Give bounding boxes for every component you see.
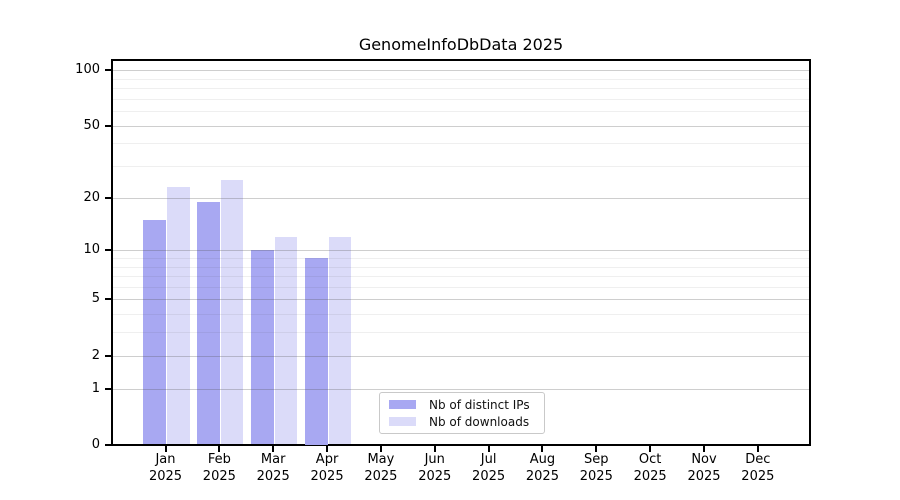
legend-swatch-distinct-ips <box>389 399 416 410</box>
gridline-minor-7 <box>113 276 809 278</box>
legend-label-distinct-ips: Nb of distinct IPs <box>429 397 530 412</box>
plot-area <box>111 59 811 446</box>
y-tick-label-50: 50 <box>83 117 100 133</box>
gridline-minor-60 <box>113 111 809 113</box>
gridline-minor-80 <box>113 88 809 90</box>
gridline-minor-9 <box>113 258 809 259</box>
gridline-major-50 <box>113 125 809 127</box>
x-tick-label-nov: Nov 2025 <box>687 452 721 484</box>
gridline-minor-3 <box>113 332 809 334</box>
y-tick-10 <box>105 249 112 252</box>
legend-item-distinct-ips: Nb of distinct IPs <box>389 396 535 413</box>
bar-downloads-apr <box>328 236 352 445</box>
y-tick-20 <box>105 196 112 199</box>
y-tick-1 <box>105 387 112 390</box>
x-tick-oct <box>649 446 652 452</box>
x-tick-label-mar: Mar 2025 <box>256 452 290 484</box>
gridline-major-1 <box>113 388 809 390</box>
y-tick-100 <box>105 69 112 72</box>
bar-distinct-ips-mar <box>250 250 274 445</box>
legend-item-downloads: Nb of downloads <box>389 413 535 430</box>
x-tick-nov <box>703 446 705 452</box>
gridline-major-10 <box>113 250 809 252</box>
legend-label-downloads: Nb of downloads <box>429 414 530 429</box>
x-tick-label-oct: Oct 2025 <box>633 452 667 484</box>
legend-swatch-downloads <box>389 416 416 427</box>
gridline-minor-6 <box>113 286 809 288</box>
x-tick-aug <box>541 446 544 452</box>
x-tick-label-apr: Apr 2025 <box>310 452 344 484</box>
x-tick-label-jul: Jul 2025 <box>472 452 506 484</box>
bar-downloads-feb <box>220 180 244 445</box>
gridline-minor-30 <box>113 166 809 168</box>
x-tick-label-jan: Jan 2025 <box>148 452 183 484</box>
x-tick-label-dec: Dec 2025 <box>741 452 775 484</box>
gridline-major-2 <box>113 355 809 357</box>
x-tick-jul <box>487 446 490 452</box>
y-tick-0 <box>105 444 112 446</box>
y-tick-5 <box>105 298 112 301</box>
y-tick-label-1: 1 <box>91 380 100 396</box>
x-tick-mar <box>272 446 275 452</box>
x-tick-label-feb: Feb 2025 <box>202 452 236 484</box>
x-tick-jan <box>164 446 167 452</box>
gridline-minor-8 <box>113 266 809 268</box>
gridline-minor-70 <box>113 98 809 100</box>
bar-downloads-jan <box>167 186 190 445</box>
x-tick-jun <box>433 446 436 452</box>
x-tick-label-aug: Aug 2025 <box>525 452 559 484</box>
y-tick-label-10: 10 <box>83 242 100 258</box>
bar-distinct-ips-apr <box>304 258 328 445</box>
gridline-major-5 <box>113 299 809 301</box>
x-tick-apr <box>326 446 329 452</box>
gridline-major-100 <box>113 70 809 72</box>
gridline-minor-4 <box>113 314 809 316</box>
gridline-minor-90 <box>113 78 809 80</box>
y-tick-label-100: 100 <box>75 62 100 78</box>
x-tick-label-may: May 2025 <box>364 452 398 484</box>
y-tick-label-2: 2 <box>91 347 100 363</box>
x-tick-may <box>379 446 382 452</box>
y-tick-label-5: 5 <box>91 291 100 307</box>
x-tick-label-jun: Jun 2025 <box>418 452 452 484</box>
x-tick-dec <box>756 446 759 452</box>
bar-downloads-mar <box>274 236 298 445</box>
y-tick-50 <box>105 124 112 127</box>
y-tick-2 <box>105 354 112 357</box>
gridline-minor-40 <box>113 143 809 145</box>
x-tick-label-sep: Sep 2025 <box>579 452 613 484</box>
legend: Nb of distinct IPs Nb of downloads <box>379 392 545 434</box>
y-tick-label-20: 20 <box>83 189 100 205</box>
bar-distinct-ips-jan <box>143 219 166 445</box>
bar-distinct-ips-feb <box>196 201 220 445</box>
x-tick-sep <box>595 446 598 452</box>
gridline-major-20 <box>113 197 809 199</box>
y-tick-label-0: 0 <box>91 437 100 452</box>
chart-title: GenomeInfoDbData 2025 <box>358 35 564 54</box>
x-tick-feb <box>218 446 221 452</box>
